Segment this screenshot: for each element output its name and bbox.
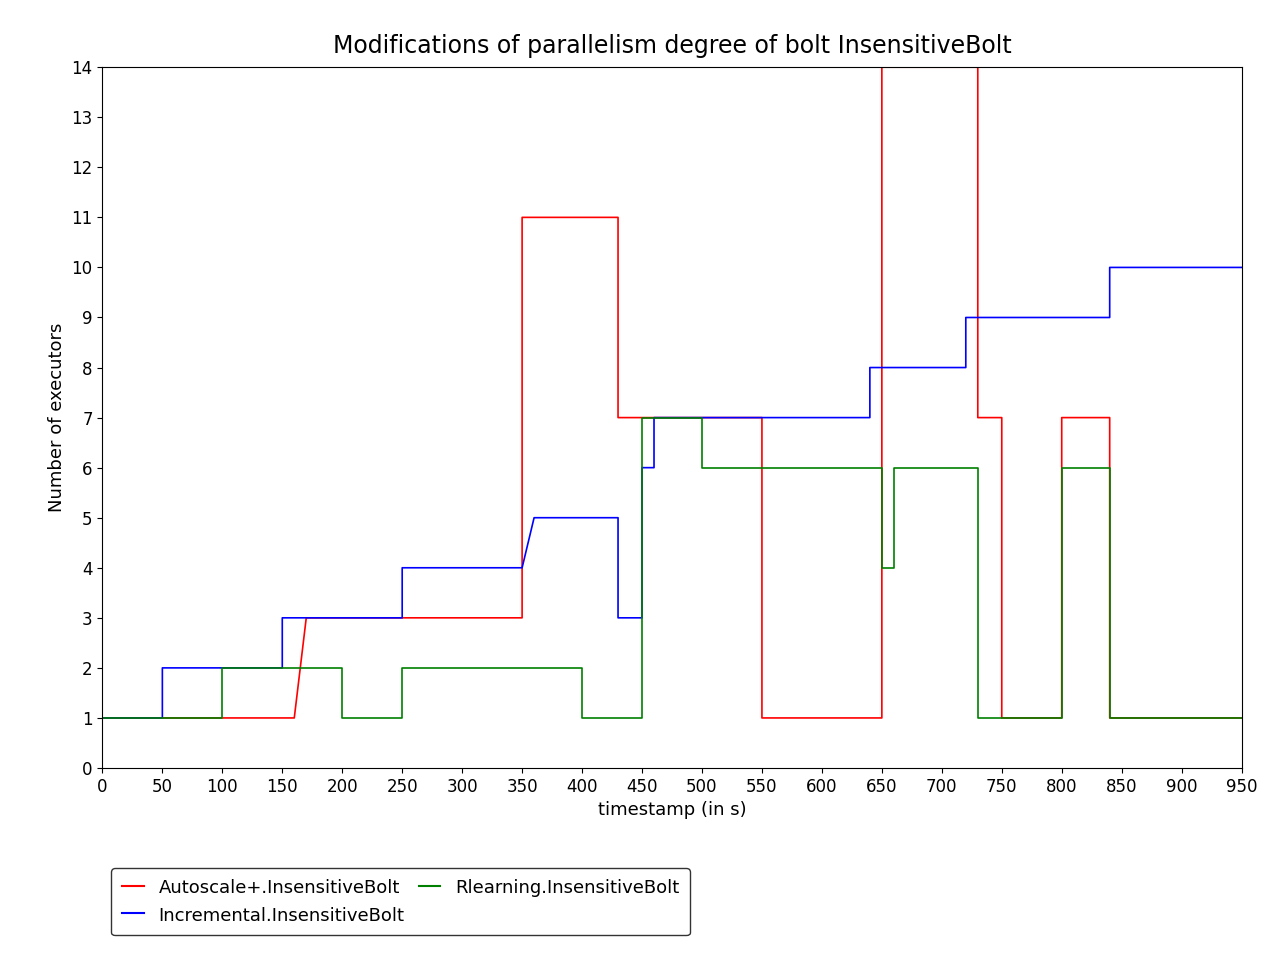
X-axis label: timestamp (in s): timestamp (in s) (598, 802, 746, 819)
Y-axis label: Number of executors: Number of executors (47, 323, 65, 513)
Legend: Autoscale+.InsensitiveBolt, Incremental.InsensitiveBolt, Rlearning.InsensitiveBo: Autoscale+.InsensitiveBolt, Incremental.… (111, 868, 690, 935)
Title: Modifications of parallelism degree of bolt InsensitiveBolt: Modifications of parallelism degree of b… (333, 35, 1011, 59)
